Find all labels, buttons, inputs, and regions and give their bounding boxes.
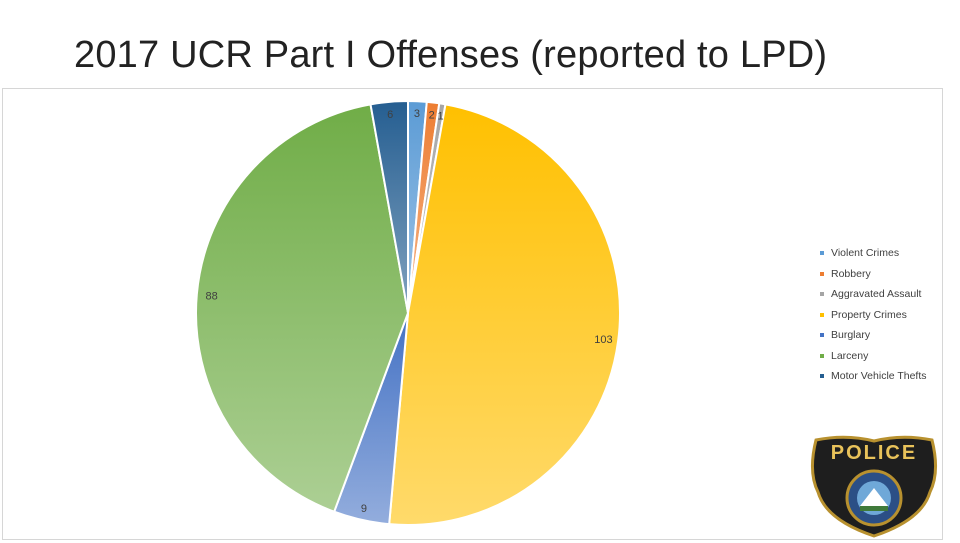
legend-swatch [820, 292, 824, 297]
legend-swatch [820, 333, 824, 338]
pie-slice-motor-vehicle-thefts [369, 99, 409, 314]
legend-item-violent-crimes: Violent Crimes [820, 243, 927, 264]
pie-slices [195, 99, 621, 526]
data-label-larceny: 88 [205, 291, 217, 303]
badge-text: POLICE [831, 442, 917, 464]
legend-item-robbery: Robbery [820, 264, 927, 285]
pie-data-labels: 3 2 1 103 9 88 6 [205, 108, 612, 515]
data-label-property-crimes: 103 [594, 334, 612, 346]
legend-label: Property Crimes [831, 308, 907, 321]
legend-label: Robbery [831, 267, 871, 280]
legend-item-property-crimes: Property Crimes [820, 305, 927, 326]
pie-slice-larceny [195, 103, 410, 514]
data-label-violent-crimes: 3 [414, 108, 420, 120]
legend-item-motor-vehicle-thefts: Motor Vehicle Thefts [820, 366, 927, 387]
legend-swatch [820, 374, 824, 379]
pie-slice-property-crimes [388, 103, 621, 526]
data-label-motor-vehicle-thefts: 6 [387, 109, 393, 121]
legend-label: Aggravated Assault [831, 288, 922, 301]
legend-item-larceny: Larceny [820, 346, 927, 367]
police-badge-icon: POLICE [806, 432, 942, 543]
legend-swatch [820, 251, 824, 256]
data-label-aggravated-assault: 1 [437, 111, 443, 123]
legend-swatch [820, 353, 824, 358]
legend-item-burglary: Burglary [820, 325, 927, 346]
legend-label: Motor Vehicle Thefts [831, 370, 927, 383]
legend-label: Burglary [831, 329, 871, 342]
chart-legend: Violent Crimes Robbery Aggravated Assault P… [820, 243, 927, 387]
legend-item-aggravated-assault: Aggravated Assault [820, 284, 927, 305]
data-label-robbery: 2 [429, 109, 435, 121]
legend-label: Larceny [831, 349, 869, 362]
legend-swatch [820, 312, 824, 317]
data-label-burglary: 9 [361, 503, 367, 515]
slide-title: 2017 UCR Part I Offenses (reported to LP… [74, 34, 828, 76]
legend-label: Violent Crimes [831, 247, 900, 260]
legend-swatch [820, 271, 824, 276]
